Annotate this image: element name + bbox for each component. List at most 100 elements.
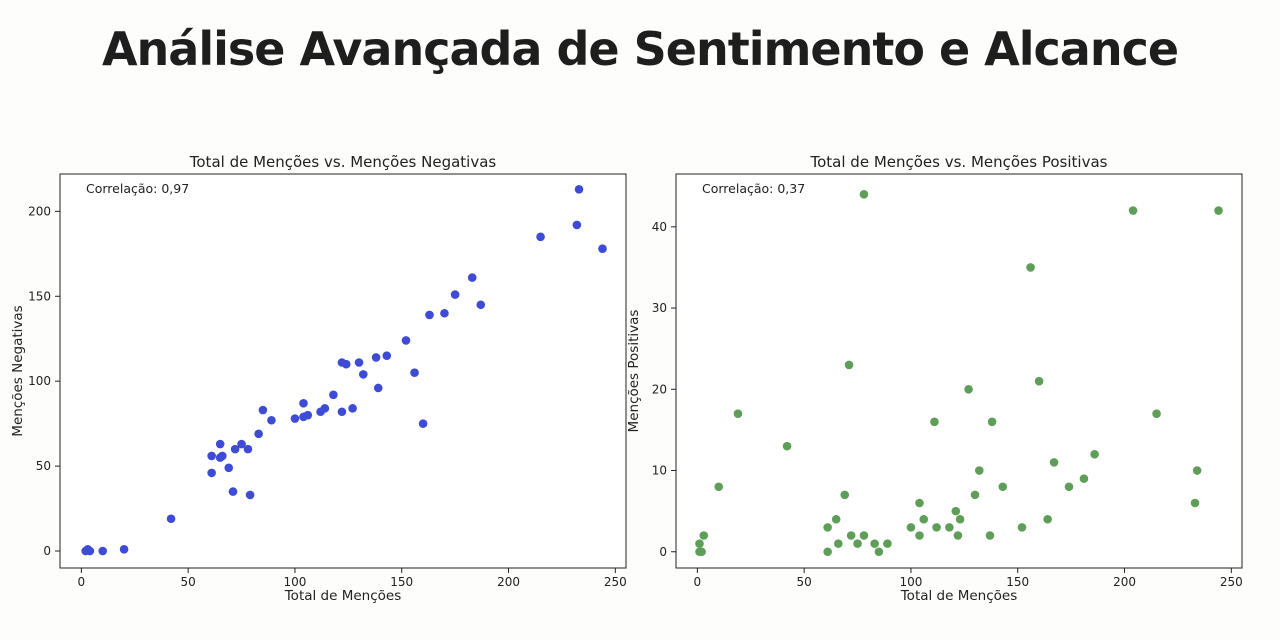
scatter-chart-positive: Total de Menções vs. Menções Positivas 0… [616, 140, 1256, 620]
x-tick-label: 50 [181, 575, 196, 589]
data-point [320, 404, 330, 413]
x-tick-label: 150 [1006, 575, 1029, 589]
data-point [930, 417, 939, 427]
data-points [81, 184, 607, 556]
data-point [970, 490, 980, 500]
data-points [695, 190, 1223, 557]
data-point [371, 353, 381, 362]
y-tick-label: 40 [652, 220, 667, 234]
data-point [207, 451, 216, 461]
x-axis-ticks: 0 50 100 150 200 250 [694, 568, 1243, 589]
correlation-annotation: Correlação: 0,37 [702, 181, 805, 196]
data-point [697, 547, 706, 557]
data-point [840, 490, 850, 500]
data-point [915, 531, 924, 540]
y-axis-ticks: 0 50 100 150 200 [28, 204, 60, 558]
data-point [974, 466, 984, 475]
x-tick-label: 100 [283, 575, 306, 589]
y-tick-label: 20 [652, 382, 667, 396]
data-point [207, 468, 216, 478]
data-point [476, 300, 486, 310]
y-axis-label: Menções Negativas [10, 305, 26, 436]
data-point [853, 539, 862, 548]
data-point [166, 514, 176, 524]
data-point [1079, 474, 1089, 483]
plot-area [59, 173, 627, 569]
data-point [1049, 458, 1059, 467]
y-tick-label: 0 [43, 544, 51, 558]
data-point [859, 531, 869, 540]
data-point [215, 439, 225, 449]
data-point [915, 498, 924, 508]
chart-title: Total de Menções vs. Menções Negativas [189, 153, 497, 171]
data-point [574, 184, 584, 194]
data-point [303, 410, 313, 420]
y-tick-label: 50 [36, 459, 51, 473]
data-point [1214, 206, 1223, 215]
y-tick-label: 100 [28, 374, 51, 388]
data-point [953, 531, 963, 540]
data-point [341, 359, 351, 369]
data-point [237, 439, 246, 449]
data-point [1128, 206, 1138, 215]
data-point [267, 415, 276, 425]
data-point [290, 414, 300, 423]
data-point [733, 409, 743, 418]
data-point [119, 545, 129, 554]
data-point [254, 429, 263, 439]
data-point [373, 383, 383, 393]
data-point [382, 351, 392, 361]
data-point [425, 310, 434, 320]
scatter-plot-negative: Total de Menções vs. Menções Negativas 0… [10, 153, 627, 604]
data-point [440, 308, 449, 318]
data-point [932, 523, 941, 532]
data-point [695, 539, 704, 548]
data-point [846, 531, 856, 540]
data-point [572, 220, 582, 230]
data-point [987, 417, 997, 427]
data-point [354, 358, 364, 367]
data-point [98, 546, 108, 556]
y-axis-label: Menções Positivas [626, 310, 642, 433]
data-point [831, 514, 841, 524]
data-point [1090, 449, 1099, 459]
x-tick-label: 200 [1113, 575, 1136, 589]
x-axis-ticks: 0 50 100 150 200 250 [78, 568, 627, 589]
scatter-chart-negative: Total de Menções vs. Menções Negativas 0… [0, 140, 640, 620]
data-point [844, 360, 854, 370]
data-point [1192, 466, 1202, 475]
page-title: Análise Avançada de Sentimento e Alcance [101, 22, 1179, 76]
data-point [1064, 482, 1074, 492]
data-point [224, 463, 234, 473]
data-point [699, 531, 709, 540]
data-point [1190, 498, 1200, 508]
data-point [870, 539, 879, 548]
x-tick-label: 0 [694, 575, 702, 589]
y-tick-label: 0 [659, 545, 667, 559]
y-axis-ticks: 0 10 20 30 40 [652, 220, 676, 559]
x-tick-label: 250 [604, 575, 627, 589]
data-point [919, 514, 929, 524]
data-point [859, 190, 869, 199]
data-point [883, 539, 892, 548]
data-point [834, 539, 843, 548]
data-point [410, 368, 419, 377]
data-point [258, 405, 268, 415]
y-tick-label: 200 [28, 204, 51, 218]
data-point [418, 419, 428, 428]
data-point [1152, 409, 1161, 418]
data-point [1017, 523, 1027, 532]
x-tick-label: 0 [78, 575, 86, 589]
data-point [85, 546, 95, 556]
data-point [245, 490, 255, 500]
data-point [714, 482, 724, 492]
x-tick-label: 200 [497, 575, 520, 589]
x-tick-label: 50 [797, 575, 812, 589]
data-point [228, 487, 238, 496]
y-tick-label: 10 [652, 464, 667, 478]
data-point [337, 407, 347, 417]
data-point [955, 514, 965, 524]
data-point [299, 398, 308, 408]
data-point [985, 531, 995, 540]
x-axis-label: Total de Menções [284, 588, 402, 604]
